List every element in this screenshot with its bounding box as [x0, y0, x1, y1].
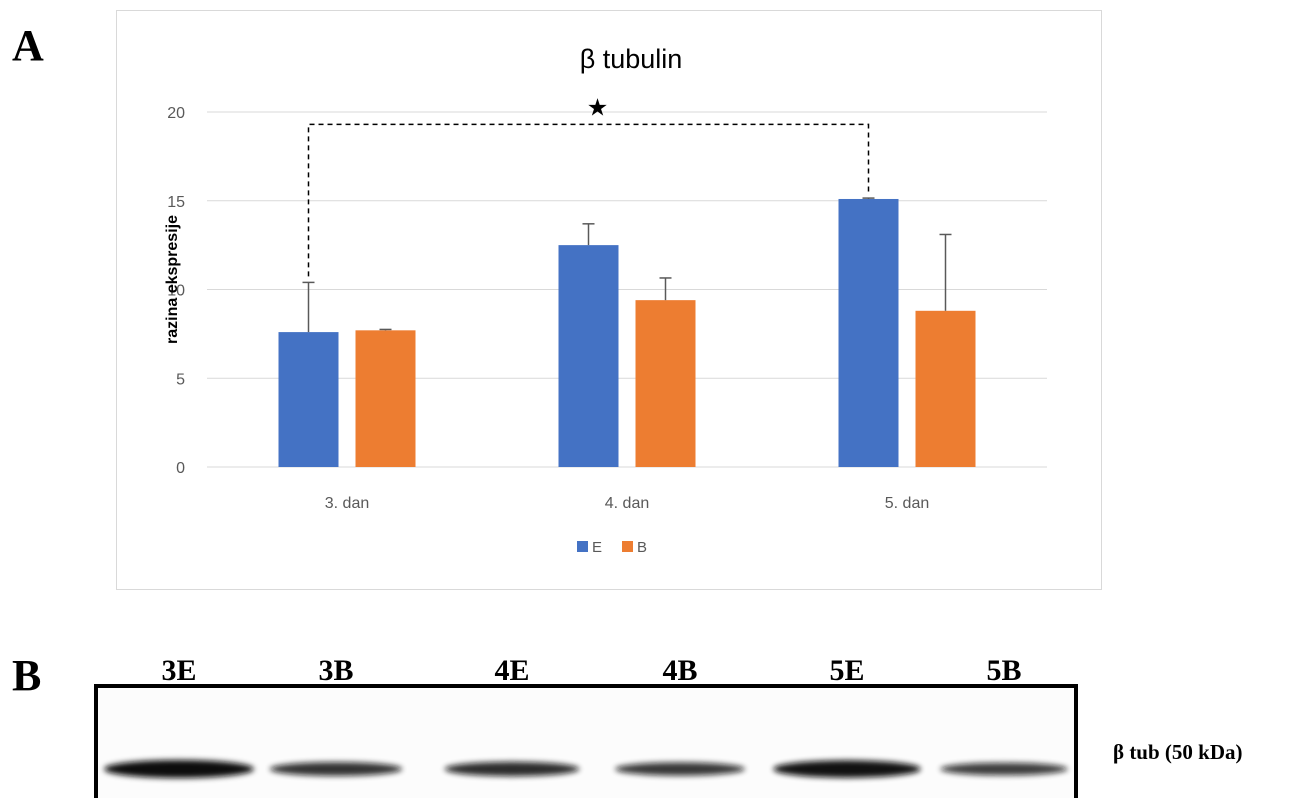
- panel-label-a: A: [12, 20, 44, 71]
- lane-label-3B: 3B: [318, 654, 353, 687]
- lane-label-5B: 5B: [986, 654, 1021, 687]
- bar-B-1: [636, 300, 696, 467]
- y-tick-label-4: 20: [167, 105, 185, 122]
- band-3E: [104, 760, 254, 778]
- blot-band-label: β tub (50 kDa): [1113, 740, 1243, 765]
- blot-frame: [96, 686, 1076, 798]
- bar-B-2: [916, 311, 976, 467]
- band-4E: [445, 762, 580, 776]
- band-4B: [615, 762, 745, 775]
- y-tick-label-3: 15: [167, 194, 185, 211]
- bar-E-2: [839, 199, 899, 467]
- y-tick-label-0: 0: [176, 460, 185, 477]
- band-3B: [270, 762, 403, 776]
- x-tick-label-0: 3. dan: [325, 495, 369, 512]
- chart-frame: β tubulin 0 5 10 15 20 razina ekspresije 3. dan…: [116, 10, 1102, 590]
- panel-label-b: B: [12, 650, 41, 701]
- band-5E: [773, 760, 921, 777]
- lane-label-3E: 3E: [161, 654, 196, 687]
- bar-E-0: [279, 332, 339, 467]
- legend-swatch-B: [622, 541, 633, 552]
- blot-image: 3E 3B 4E 4B 5E 5B: [94, 642, 1078, 798]
- x-tick-label-2: 5. dan: [885, 495, 929, 512]
- band-5B: [940, 763, 1068, 776]
- bar-B-0: [356, 330, 416, 467]
- significance-star-0: ★: [587, 93, 609, 121]
- bar-E-1: [559, 245, 619, 467]
- lane-label-5E: 5E: [829, 654, 864, 687]
- x-tick-label-1: 4. dan: [605, 495, 649, 512]
- legend-swatch-E: [577, 541, 588, 552]
- y-tick-label-1: 5: [176, 371, 185, 388]
- legend-label-B: B: [637, 539, 647, 556]
- chart-title: β tubulin: [580, 44, 683, 74]
- lane-label-4B: 4B: [662, 654, 697, 687]
- y-axis-label: razina ekspresije: [164, 215, 181, 344]
- western-blot: 3E 3B 4E 4B 5E 5B: [94, 642, 1078, 798]
- legend-label-E: E: [592, 539, 602, 556]
- lane-label-4E: 4E: [494, 654, 529, 687]
